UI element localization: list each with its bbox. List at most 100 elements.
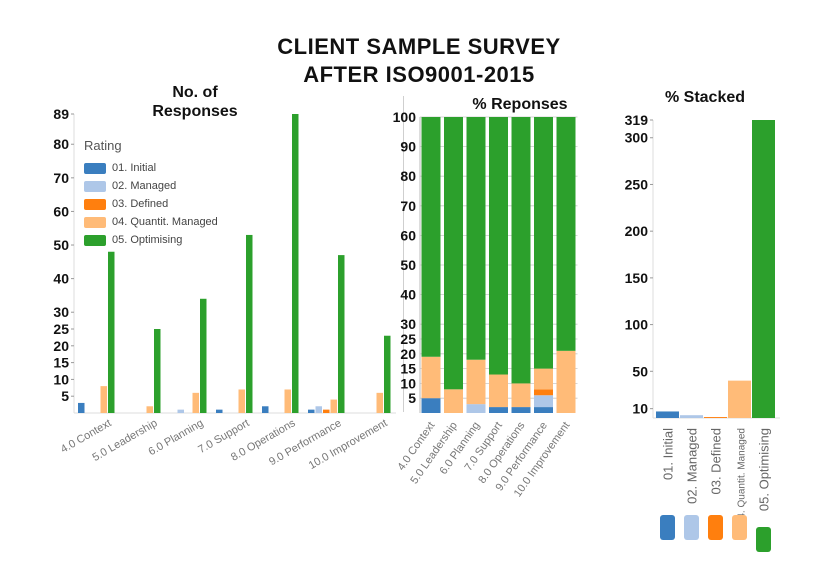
- y-tick-label: 60: [53, 203, 69, 219]
- legend-item: 05. Optimising: [84, 231, 218, 249]
- legend-item: 04. Quantit. Managed: [84, 213, 218, 231]
- panel1-title-line-1: No. of: [172, 84, 218, 101]
- bar: [246, 234, 253, 413]
- y-tick-label: 40: [53, 271, 69, 287]
- bar-segment: [511, 117, 531, 384]
- bar: [323, 409, 330, 413]
- bar: [108, 251, 115, 413]
- bar-segment: [466, 404, 486, 413]
- bar-segment: [511, 383, 531, 408]
- bar: [656, 411, 679, 418]
- y-tick-label: 100: [393, 109, 417, 125]
- bar: [78, 402, 85, 413]
- bar: [262, 406, 269, 413]
- panel2-title: % Reponses: [472, 96, 568, 113]
- bar: [292, 114, 299, 413]
- legend-swatch: [84, 234, 106, 246]
- y-tick-label: 50: [632, 363, 648, 379]
- bar: [154, 329, 161, 413]
- bar: [728, 380, 751, 418]
- legend-title: Rating: [84, 138, 122, 153]
- bar-segment: [444, 117, 463, 390]
- x-tick-label: 01. Initial: [661, 428, 676, 480]
- y-tick-label: 30: [400, 316, 416, 332]
- bar: [177, 409, 184, 413]
- bar: [704, 417, 727, 418]
- y-tick-label: 70: [53, 170, 69, 186]
- bar: [192, 392, 199, 413]
- y-tick-label: 10: [53, 371, 69, 387]
- bar: [680, 415, 703, 418]
- y-tick-label: 200: [625, 223, 649, 239]
- bar: [330, 399, 337, 413]
- bar: [238, 389, 245, 413]
- y-tick-label: 25: [400, 331, 416, 347]
- category-swatch: [684, 515, 699, 540]
- bar: [384, 335, 391, 413]
- legend-swatch: [84, 180, 106, 192]
- y-tick-label: 50: [53, 237, 69, 253]
- y-tick-label: 50: [400, 257, 416, 273]
- bar-segment: [556, 117, 576, 351]
- bar-segment: [534, 407, 553, 413]
- legend-label: 02. Managed: [112, 180, 177, 192]
- category-swatch: [660, 515, 675, 540]
- bar: [752, 120, 775, 418]
- bar-segment: [489, 407, 508, 413]
- category-swatch: [708, 515, 723, 540]
- y-tick-label: 150: [625, 270, 649, 286]
- bar: [338, 255, 345, 413]
- bar: [376, 392, 383, 413]
- bar-segment: [556, 350, 576, 413]
- bar-segment: [421, 398, 441, 413]
- bar: [308, 409, 315, 413]
- bar-segment: [511, 407, 531, 413]
- legend-swatch: [84, 216, 106, 228]
- bar-segment: [489, 374, 508, 408]
- legend-swatch: [84, 162, 106, 174]
- y-tick-label: 40: [400, 287, 416, 303]
- legend-item: 01. Initial: [84, 159, 218, 177]
- chart-title-line-1: CLIENT SAMPLE SURVEY: [277, 34, 561, 59]
- category-swatch: [756, 527, 771, 552]
- legend: Rating 01. Initial 02. Managed 03. Defined…: [84, 138, 218, 249]
- x-tick-label: 05. Optimising: [757, 428, 772, 511]
- bar-segment: [534, 117, 553, 369]
- y-tick-label: 30: [53, 304, 69, 320]
- bar: [100, 386, 107, 413]
- y-tick-label: 15: [400, 361, 416, 377]
- y-tick-label: 5: [408, 390, 416, 406]
- y-tick-label: 80: [53, 136, 69, 152]
- bar: [146, 406, 153, 413]
- bar: [284, 389, 291, 413]
- y-tick-label: 319: [625, 112, 649, 128]
- y-tick-label: 250: [625, 176, 649, 192]
- legend-item: 03. Defined: [84, 195, 218, 213]
- x-tick-label: 10.0 Improvement: [307, 417, 390, 472]
- y-tick-label: 15: [53, 355, 69, 371]
- y-tick-label: 25: [53, 321, 69, 337]
- legend-label: 04. Quantit. Managed: [112, 216, 218, 228]
- y-tick-label: 300: [625, 130, 649, 146]
- bar: [315, 406, 322, 413]
- bar-segment: [489, 117, 508, 375]
- bar-segment: [466, 117, 486, 360]
- y-tick-label: 80: [400, 168, 416, 184]
- x-tick-label: 02. Managed: [685, 428, 700, 504]
- bar: [216, 409, 223, 413]
- bar-segment: [444, 389, 463, 413]
- y-tick-label: 10: [400, 375, 416, 391]
- y-tick-label: 89: [53, 106, 69, 122]
- bar-segment: [534, 395, 553, 408]
- x-tick-label: 03. Defined: [709, 428, 724, 495]
- x-tick-label: 04. Quantit. Managed: [737, 428, 748, 524]
- panel-divider: [403, 96, 404, 412]
- y-tick-label: 20: [53, 338, 69, 354]
- y-tick-label: 90: [400, 139, 416, 155]
- chart-title-line-2: AFTER ISO9001-2015: [303, 62, 535, 87]
- legend-items: 01. Initial 02. Managed 03. Defined 04. Qua…: [84, 159, 218, 249]
- y-tick-label: 60: [400, 227, 416, 243]
- legend-label: 01. Initial: [112, 162, 157, 174]
- y-tick-label: 5: [61, 388, 69, 404]
